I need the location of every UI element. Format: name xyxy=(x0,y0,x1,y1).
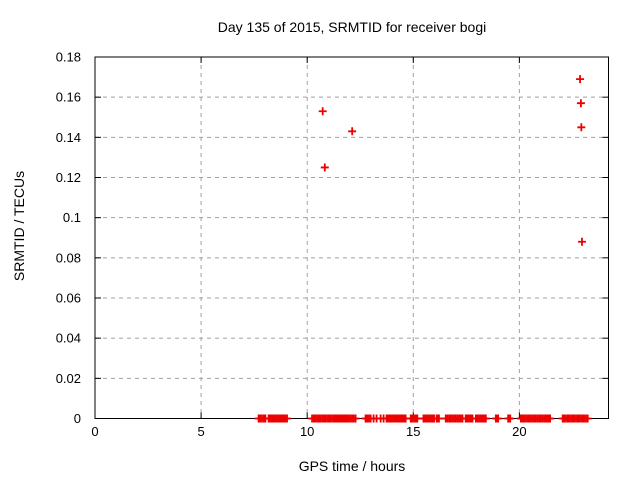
y-tick-label: 0.06 xyxy=(56,291,81,306)
x-axis-label: GPS time / hours xyxy=(298,458,406,474)
y-tick-label: 0.08 xyxy=(56,250,81,265)
chart-title: Day 135 of 2015, SRMTID for receiver bog… xyxy=(217,19,487,35)
data-point-marker xyxy=(318,107,327,116)
data-point-marker xyxy=(546,414,555,423)
data-point-marker xyxy=(576,75,585,84)
data-point-marker xyxy=(494,414,503,423)
data-point-marker xyxy=(577,123,586,132)
data-point-marker xyxy=(320,163,329,172)
y-tick-label: 0.16 xyxy=(56,90,81,105)
plot-border xyxy=(94,56,609,419)
y-tick-label: 0.1 xyxy=(63,210,81,225)
data-point-marker xyxy=(576,99,585,108)
x-tick-label: 0 xyxy=(91,424,98,439)
x-tick-label: 10 xyxy=(300,424,314,439)
y-tick-label: 0.12 xyxy=(56,170,81,185)
x-tick-label: 5 xyxy=(197,424,204,439)
data-point-marker xyxy=(351,414,360,423)
data-point-marker xyxy=(481,414,490,423)
data-point-marker xyxy=(283,414,292,423)
data-point-marker xyxy=(434,414,443,423)
x-tick-label: 15 xyxy=(406,424,420,439)
y-tick-label: 0.18 xyxy=(56,50,81,65)
data-point-marker xyxy=(577,237,586,246)
y-tick-label: 0 xyxy=(74,411,81,426)
data-point-marker xyxy=(506,414,515,423)
x-tick-label: 20 xyxy=(512,424,526,439)
y-tick-label: 0.02 xyxy=(56,371,81,386)
data-point-marker xyxy=(583,414,592,423)
y-tick-label: 0.14 xyxy=(56,130,81,145)
data-point-marker xyxy=(348,127,357,136)
y-tick-label: 0.04 xyxy=(56,331,81,346)
data-point-marker xyxy=(382,414,391,423)
